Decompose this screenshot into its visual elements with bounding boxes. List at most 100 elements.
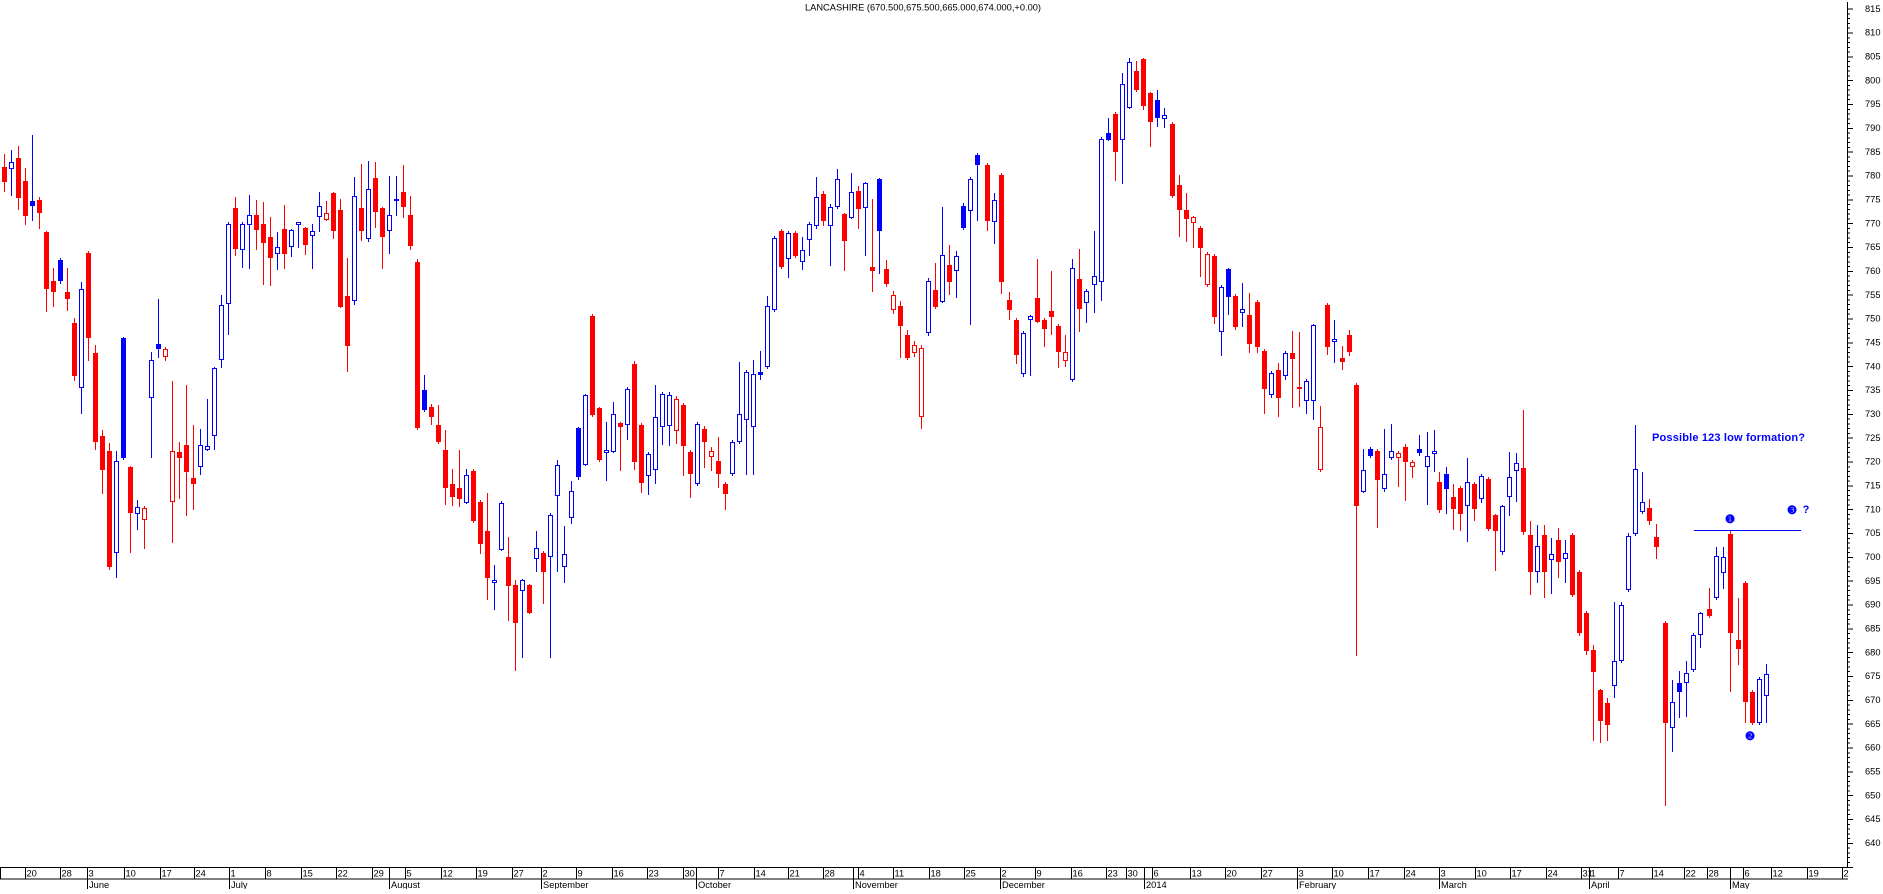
svg-text:?: ? — [1803, 504, 1810, 516]
svg-text:August: August — [391, 880, 420, 889]
svg-text:770: 770 — [1865, 218, 1881, 228]
svg-text:7: 7 — [1620, 869, 1625, 879]
svg-text:24: 24 — [1406, 869, 1416, 879]
svg-text:May: May — [1732, 880, 1750, 889]
svg-text:2: 2 — [1844, 869, 1849, 879]
svg-text:9: 9 — [1037, 869, 1042, 879]
svg-text:750: 750 — [1865, 314, 1881, 324]
svg-text:730: 730 — [1865, 409, 1881, 419]
svg-text:775: 775 — [1865, 195, 1881, 205]
svg-text:7: 7 — [720, 869, 725, 879]
svg-text:5: 5 — [407, 869, 412, 879]
svg-text:3: 3 — [89, 869, 94, 879]
svg-text:785: 785 — [1865, 147, 1881, 157]
svg-text:12: 12 — [443, 869, 453, 879]
svg-text:10: 10 — [1477, 869, 1487, 879]
svg-text:16: 16 — [614, 869, 624, 879]
svg-text:760: 760 — [1865, 266, 1881, 276]
svg-text:31: 31 — [1583, 869, 1593, 879]
svg-text:765: 765 — [1865, 242, 1881, 252]
svg-text:715: 715 — [1865, 481, 1881, 491]
svg-text:February: February — [1299, 880, 1337, 889]
svg-text:655: 655 — [1865, 767, 1881, 777]
svg-text:1: 1 — [1591, 869, 1596, 879]
svg-text:November: November — [855, 880, 898, 889]
svg-text:27: 27 — [514, 869, 524, 879]
svg-text:30: 30 — [1128, 869, 1138, 879]
svg-text:24: 24 — [196, 869, 206, 879]
svg-text:21: 21 — [790, 869, 800, 879]
svg-text:795: 795 — [1865, 99, 1881, 109]
svg-text:680: 680 — [1865, 647, 1881, 657]
svg-text:15: 15 — [303, 869, 313, 879]
svg-text:March: March — [1441, 880, 1467, 889]
svg-text:6: 6 — [1154, 869, 1159, 879]
svg-text:1: 1 — [231, 869, 236, 879]
svg-text:735: 735 — [1865, 385, 1881, 395]
svg-text:29: 29 — [374, 869, 384, 879]
svg-text:September: September — [543, 880, 588, 889]
svg-text:20: 20 — [1227, 869, 1237, 879]
svg-text:720: 720 — [1865, 457, 1881, 467]
svg-text:16: 16 — [1073, 869, 1083, 879]
svg-text:2014: 2014 — [1146, 880, 1167, 889]
svg-text:Possible 123 low formation?: Possible 123 low formation? — [1652, 432, 1805, 444]
svg-text:19: 19 — [1809, 869, 1819, 879]
svg-text:690: 690 — [1865, 600, 1881, 610]
svg-text:June: June — [89, 880, 109, 889]
svg-text:❶: ❶ — [1725, 513, 1736, 526]
svg-text:685: 685 — [1865, 624, 1881, 634]
svg-text:810: 810 — [1865, 28, 1881, 38]
svg-text:❷: ❷ — [1745, 730, 1756, 743]
svg-text:695: 695 — [1865, 576, 1881, 586]
svg-text:725: 725 — [1865, 433, 1881, 443]
svg-text:11: 11 — [895, 869, 905, 879]
svg-text:❸: ❸ — [1787, 504, 1798, 517]
svg-text:740: 740 — [1865, 361, 1881, 371]
svg-text:18: 18 — [931, 869, 941, 879]
svg-text:October: October — [698, 880, 731, 889]
svg-text:December: December — [1002, 880, 1045, 889]
svg-text:665: 665 — [1865, 719, 1881, 729]
svg-text:6: 6 — [1745, 869, 1750, 879]
svg-text:17: 17 — [1512, 869, 1522, 879]
svg-text:27: 27 — [1263, 869, 1273, 879]
svg-text:645: 645 — [1865, 814, 1881, 824]
svg-text:800: 800 — [1865, 75, 1881, 85]
svg-text:10: 10 — [1334, 869, 1344, 879]
svg-text:745: 745 — [1865, 338, 1881, 348]
svg-text:14: 14 — [756, 869, 766, 879]
svg-text:3: 3 — [1299, 869, 1304, 879]
svg-text:805: 805 — [1865, 52, 1881, 62]
svg-text:700: 700 — [1865, 552, 1881, 562]
svg-text:28: 28 — [62, 869, 72, 879]
svg-text:17: 17 — [1370, 869, 1380, 879]
svg-text:12: 12 — [1773, 869, 1783, 879]
svg-text:22: 22 — [338, 869, 348, 879]
svg-text:675: 675 — [1865, 671, 1881, 681]
svg-text:8: 8 — [267, 869, 272, 879]
svg-text:25: 25 — [966, 869, 976, 879]
svg-text:815: 815 — [1865, 4, 1881, 14]
svg-text:28: 28 — [1709, 869, 1719, 879]
svg-text:13: 13 — [1192, 869, 1202, 879]
svg-text:23: 23 — [1108, 869, 1118, 879]
svg-text:790: 790 — [1865, 123, 1881, 133]
svg-text:20: 20 — [27, 869, 37, 879]
svg-text:LANCASHIRE (670.500,675.500,66: LANCASHIRE (670.500,675.500,665.000,674.… — [805, 3, 1041, 13]
svg-text:4: 4 — [860, 869, 865, 879]
svg-text:2: 2 — [543, 869, 548, 879]
svg-text:9: 9 — [578, 869, 583, 879]
svg-text:640: 640 — [1865, 838, 1881, 848]
svg-text:670: 670 — [1865, 695, 1881, 705]
svg-text:19: 19 — [478, 869, 488, 879]
svg-text:3: 3 — [1441, 869, 1446, 879]
svg-text:30: 30 — [685, 869, 695, 879]
svg-text:23: 23 — [649, 869, 659, 879]
svg-text:24: 24 — [1548, 869, 1558, 879]
svg-text:705: 705 — [1865, 528, 1881, 538]
svg-text:April: April — [1591, 880, 1610, 889]
svg-text:22: 22 — [1686, 869, 1696, 879]
svg-text:14: 14 — [1654, 869, 1664, 879]
svg-text:July: July — [231, 880, 248, 889]
